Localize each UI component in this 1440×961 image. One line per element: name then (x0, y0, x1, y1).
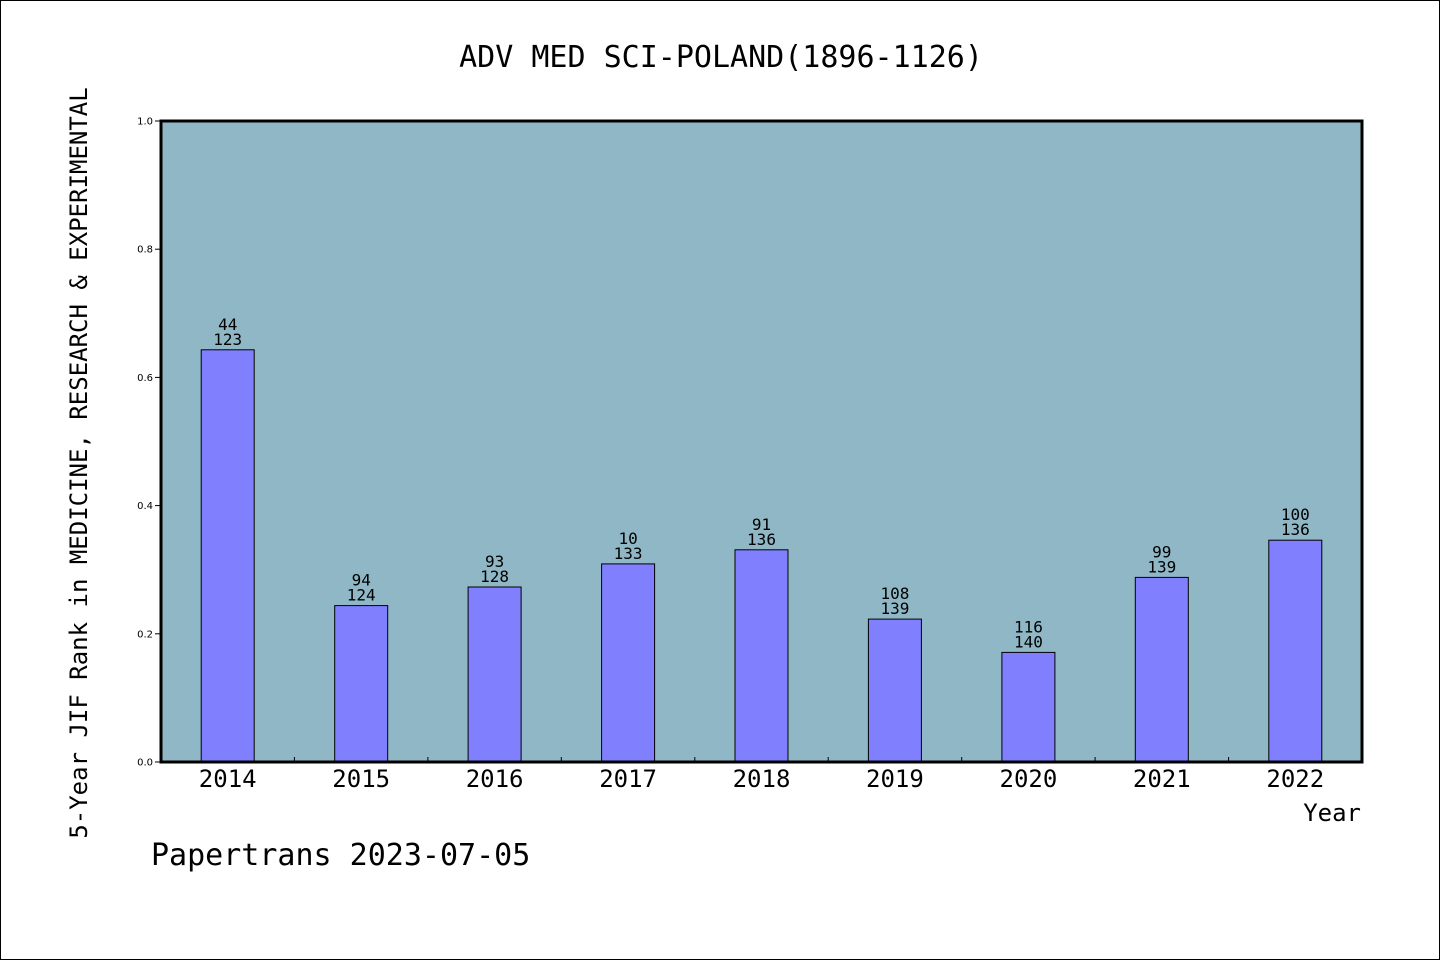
bar-label-bottom-2022: 136 (1281, 520, 1310, 539)
x-tick-label-2020: 2020 (1000, 765, 1058, 793)
bar-label-top-2016: 93 (485, 552, 504, 571)
y-tick-label-0.0: 0.0 (137, 758, 153, 769)
bar-label-top-2019: 108 (880, 584, 909, 603)
chart-title: ADV MED SCI-POLAND(1896-1126) (459, 40, 983, 75)
y-tick-label-1.0: 1.0 (137, 117, 153, 128)
bar-2016 (467, 586, 522, 763)
bar-2019 (867, 618, 922, 763)
bar-label-bottom-2020: 140 (1014, 632, 1043, 651)
y-tick-label-0.2: 0.2 (137, 629, 153, 640)
footer-watermark: Papertrans 2023-07-05 (151, 838, 530, 873)
bar-label-top-2020: 116 (1014, 617, 1043, 636)
bar-2022 (1268, 539, 1323, 763)
bars-layer (200, 349, 1323, 763)
bar-label-bottom-2018: 136 (747, 530, 776, 549)
bar-label-bottom-2017: 133 (614, 544, 643, 563)
bar-label-top-2017: 10 (618, 529, 637, 548)
bar-label-bottom-2016: 128 (480, 567, 509, 586)
y-tick-label-0.6: 0.6 (137, 373, 153, 384)
bar-2014 (200, 349, 255, 763)
bar-label-bottom-2021: 139 (1147, 557, 1176, 576)
bar-label-bottom-2015: 124 (347, 586, 376, 605)
x-tick-label-2016: 2016 (466, 765, 524, 793)
bar-label-top-2021: 99 (1152, 542, 1171, 561)
bar-2021 (1134, 576, 1189, 763)
bar-label-bottom-2014: 123 (213, 330, 242, 349)
x-tick-label-2022: 2022 (1266, 765, 1324, 793)
ticks-layer: 2014 2015 2016 2017 2018 2019 2020 2021 2022 0.0 0… (137, 117, 1324, 794)
y-tick-label-0.4: 0.4 (137, 501, 153, 512)
bar-label-bottom-2019: 139 (880, 599, 909, 618)
bar-2018 (734, 549, 789, 763)
x-tick-label-2018: 2018 (733, 765, 791, 793)
bar-2020 (1001, 651, 1056, 763)
x-tick-label-2017: 2017 (599, 765, 657, 793)
x-axis-label: Year (1303, 799, 1361, 827)
bar-2015 (334, 605, 389, 763)
bar-label-top-2022: 100 (1281, 505, 1310, 524)
y-axis-label: 5-Year JIF Rank in MEDICINE, RESEARCH & … (65, 87, 93, 838)
bar-label-top-2015: 94 (352, 571, 371, 590)
bar-label-top-2018: 91 (752, 515, 771, 534)
x-tick-label-2014: 2014 (199, 765, 257, 793)
x-tick-label-2019: 2019 (866, 765, 924, 793)
bar-2017 (601, 563, 656, 763)
data-labels-layer: 4412394124931281013391136108139116140991… (213, 315, 1310, 652)
plot-frame (159, 119, 1364, 764)
x-tick-label-2015: 2015 (332, 765, 390, 793)
bar-label-top-2014: 44 (218, 315, 237, 334)
y-tick-label-0.8: 0.8 (137, 245, 153, 256)
x-tick-label-2021: 2021 (1133, 765, 1191, 793)
